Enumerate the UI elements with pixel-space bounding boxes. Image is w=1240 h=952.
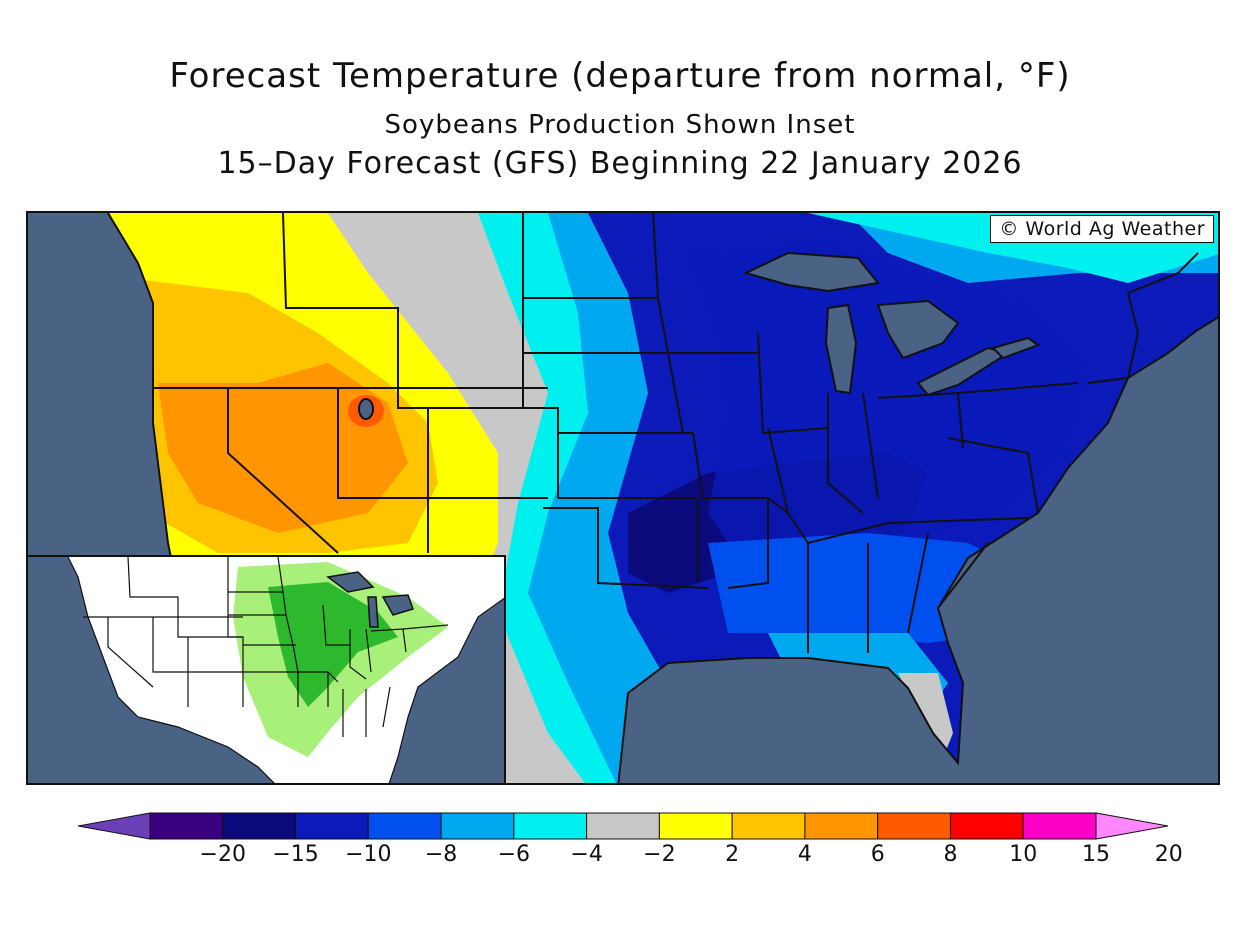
legend-swatch-14 (1095, 812, 1169, 840)
legend-tick-label: 4 (797, 842, 812, 867)
inset-map-svg (28, 557, 504, 783)
copyright-label: © World Ag Weather (990, 215, 1214, 243)
chart-title: Forecast Temperature (departure from nor… (169, 56, 1071, 96)
legend-tick-label: −2 (643, 842, 676, 867)
legend-swatch-3 (295, 812, 369, 840)
legend-tick-label: 2 (725, 842, 740, 867)
legend-swatch-8 (658, 812, 733, 840)
legend-tick-label: 8 (943, 842, 958, 867)
legend-tick-label: −8 (424, 842, 458, 867)
legend-swatch-4 (367, 812, 442, 840)
legend-swatch-1 (149, 812, 224, 840)
inset-borders (67, 557, 504, 783)
legend-swatch-7 (586, 812, 660, 840)
soybeans-production-inset (28, 555, 506, 783)
chart-subtitle: Soybeans Production Shown Inset (384, 110, 856, 140)
legend-swatch-10 (804, 812, 879, 840)
legend-tick-label: 15 (1082, 842, 1110, 867)
legend-tick-label: −15 (272, 842, 319, 867)
legend-tick-label: 10 (1009, 842, 1038, 867)
legend-swatch-11 (877, 812, 951, 840)
legend-tick-label: 6 (870, 842, 885, 867)
forecast-period: 15–Day Forecast (GFS) Beginning 22 Janua… (217, 146, 1023, 181)
legend-tick-label: 20 (1154, 842, 1183, 867)
legend-tick-label: −20 (199, 842, 246, 867)
legend-tick-label: −10 (345, 842, 392, 867)
legend-swatch-0 (78, 812, 151, 840)
legend-swatch-12 (949, 812, 1024, 840)
great-lakes (358, 251, 1041, 420)
color-legend (78, 812, 1169, 840)
legend-tick-label: −6 (497, 842, 531, 867)
temperature-departure-map: © World Ag Weather (26, 211, 1220, 785)
legend-swatch-13 (1022, 812, 1097, 840)
legend-swatch-5 (440, 812, 515, 840)
legend-swatch-2 (222, 812, 297, 840)
legend-swatch-9 (731, 812, 806, 840)
legend-swatch-6 (513, 812, 588, 840)
legend-tick-label: −4 (570, 842, 603, 867)
